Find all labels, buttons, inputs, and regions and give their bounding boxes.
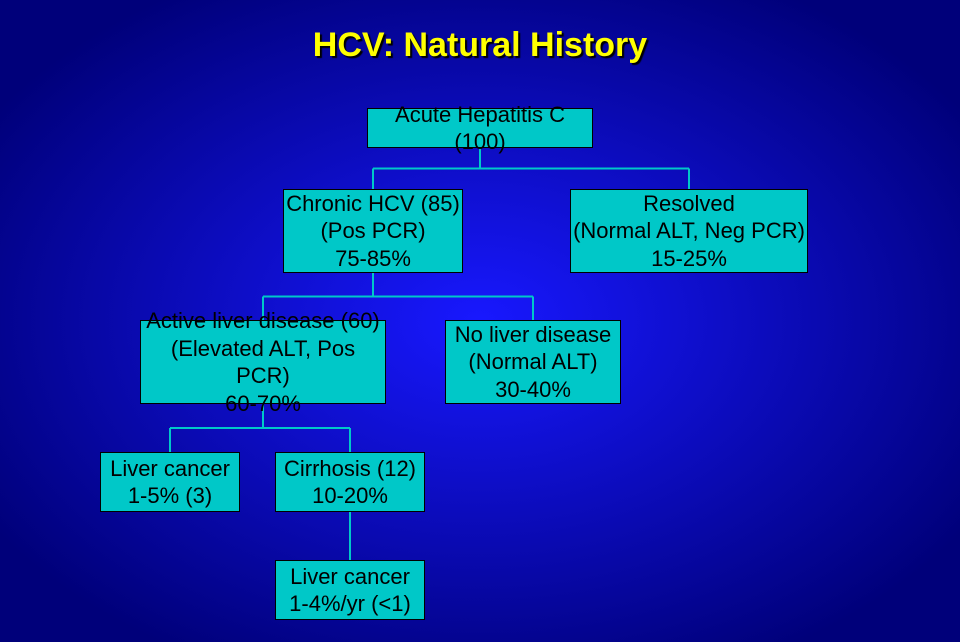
node-text-line: 10-20% bbox=[312, 482, 388, 510]
node-text-line: 15-25% bbox=[651, 245, 727, 273]
node-text-line: (Pos PCR) bbox=[320, 217, 425, 245]
node-text-line: No liver disease bbox=[455, 321, 612, 349]
node-text-line: (Normal ALT, Neg PCR) bbox=[573, 217, 805, 245]
node-text-line: Liver cancer bbox=[290, 563, 410, 591]
node-text-line: Resolved bbox=[643, 190, 735, 218]
node-acute: Acute Hepatitis C (100) bbox=[367, 108, 593, 148]
node-resolved: Resolved(Normal ALT, Neg PCR)15-25% bbox=[570, 189, 808, 273]
node-liver-cancer: Liver cancer1-5% (3) bbox=[100, 452, 240, 512]
node-text-line: Liver cancer bbox=[110, 455, 230, 483]
node-active: Active liver disease (60)(Elevated ALT, … bbox=[140, 320, 386, 404]
node-chronic: Chronic HCV (85)(Pos PCR)75-85% bbox=[283, 189, 463, 273]
node-text-line: 1-5% (3) bbox=[128, 482, 212, 510]
node-text-line: (Normal ALT) bbox=[468, 348, 597, 376]
node-text-line: 1-4%/yr (<1) bbox=[289, 590, 411, 618]
node-text-line: 30-40% bbox=[495, 376, 571, 404]
node-no-liver: No liver disease(Normal ALT)30-40% bbox=[445, 320, 621, 404]
node-text-line: Cirrhosis (12) bbox=[284, 455, 416, 483]
node-text-line: 60-70% bbox=[225, 390, 301, 418]
node-liver-cancer-per-year: Liver cancer1-4%/yr (<1) bbox=[275, 560, 425, 620]
node-text-line: (Elevated ALT, Pos PCR) bbox=[141, 335, 385, 390]
node-cirrhosis: Cirrhosis (12)10-20% bbox=[275, 452, 425, 512]
node-text-line: Acute Hepatitis C (100) bbox=[368, 101, 592, 156]
node-text-line: 75-85% bbox=[335, 245, 411, 273]
node-text-line: Active liver disease (60) bbox=[146, 307, 380, 335]
slide: HCV: Natural History Acute Hepatitis C (… bbox=[0, 0, 960, 642]
node-text-line: Chronic HCV (85) bbox=[286, 190, 460, 218]
